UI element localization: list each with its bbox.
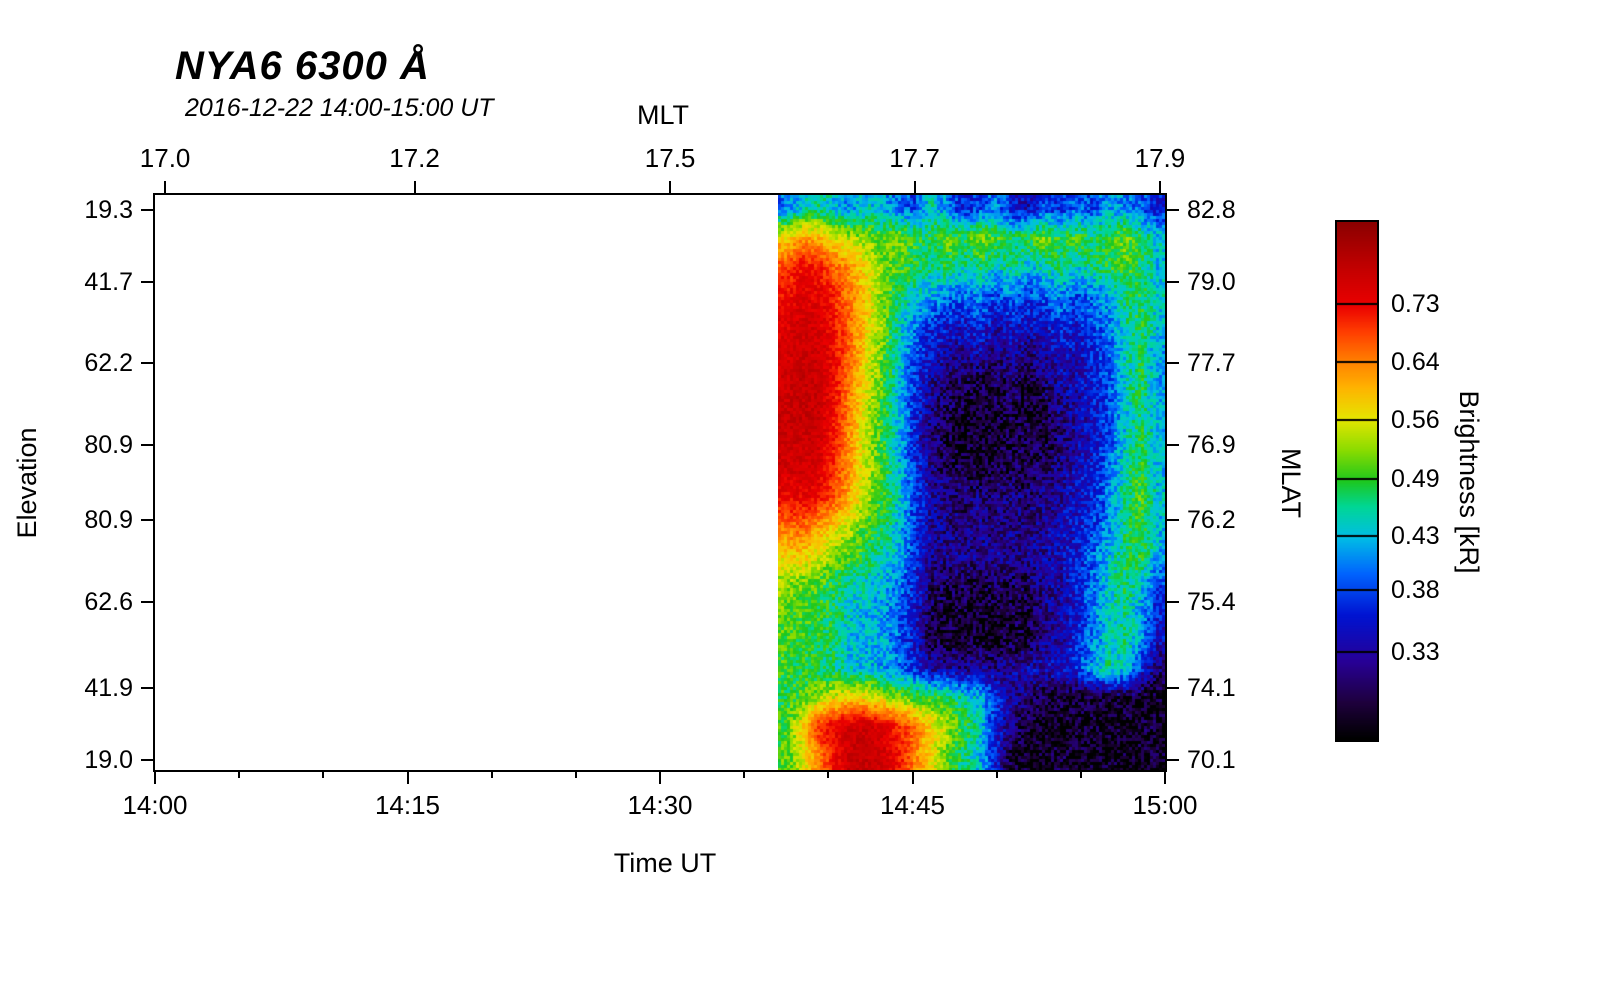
top-tick <box>1158 181 1161 193</box>
right-tick-label: 77.7 <box>1187 348 1236 377</box>
left-tick <box>141 444 153 447</box>
colorbar-tick-label: 0.33 <box>1391 638 1440 667</box>
left-tick-label: 41.9 <box>84 673 133 702</box>
colorbar <box>1335 220 1379 742</box>
left-tick-label: 62.6 <box>84 588 133 617</box>
left-tick <box>141 280 153 283</box>
left-tick <box>141 518 153 521</box>
right-tick-label: 82.8 <box>1187 195 1236 224</box>
bottom-tick-label: 14:45 <box>879 790 946 820</box>
bottom-minor-tick <box>490 772 493 778</box>
top-tick <box>669 181 672 193</box>
colorbar-tick-label: 0.56 <box>1391 406 1440 435</box>
right-tick <box>1167 444 1179 447</box>
left-axis-title: Elevation <box>12 427 42 539</box>
left-tick-label: 19.3 <box>84 195 133 224</box>
right-tick-label: 79.0 <box>1187 267 1236 296</box>
right-tick <box>1167 280 1179 283</box>
right-tick-label: 76.9 <box>1187 431 1236 460</box>
right-tick <box>1167 518 1179 521</box>
left-tick-label: 41.7 <box>84 267 133 296</box>
bottom-minor-tick <box>827 772 830 778</box>
colorbar-tick-label: 0.73 <box>1391 289 1440 318</box>
bottom-tick <box>406 772 409 784</box>
right-tick <box>1167 208 1179 211</box>
bottom-tick-label: 14:15 <box>374 790 441 820</box>
left-tick <box>141 686 153 689</box>
heatmap-canvas <box>778 195 1165 770</box>
left-tick-label: 80.9 <box>84 505 133 534</box>
colorbar-title: Brightness [kR] <box>1454 390 1484 574</box>
right-tick <box>1167 759 1179 762</box>
colorbar-canvas <box>1337 222 1377 740</box>
colorbar-tick-label: 0.38 <box>1391 576 1440 605</box>
top-tick <box>913 181 916 193</box>
right-tick-label: 76.2 <box>1187 505 1236 534</box>
colorbar-tick-label: 0.64 <box>1391 347 1440 376</box>
top-tick <box>164 181 167 193</box>
right-tick <box>1167 686 1179 689</box>
top-tick <box>413 181 416 193</box>
left-tick-label: 62.2 <box>84 348 133 377</box>
bottom-minor-tick <box>238 772 241 778</box>
top-axis-title: MLT <box>637 100 689 130</box>
bottom-minor-tick <box>322 772 325 778</box>
top-tick-label: 17.5 <box>644 143 696 173</box>
right-tick <box>1167 601 1179 604</box>
left-tick-label: 80.9 <box>84 431 133 460</box>
right-tick-label: 74.1 <box>1187 673 1236 702</box>
top-tick-label: 17.2 <box>389 143 440 173</box>
bottom-tick <box>659 772 661 784</box>
bottom-tick <box>1164 772 1166 784</box>
bottom-tick-label: 14:30 <box>627 790 693 820</box>
right-tick <box>1167 361 1179 364</box>
right-axis-title: MLAT <box>1276 447 1306 518</box>
bottom-minor-tick <box>1079 772 1082 778</box>
plot-subtitle: 2016-12-22 14:00-15:00 UT <box>185 94 494 122</box>
bottom-axis-title: Time UT <box>613 848 717 878</box>
left-tick-label: 19.0 <box>84 746 133 775</box>
bottom-minor-tick <box>995 772 998 778</box>
top-tick-label: 17.9 <box>1134 143 1186 173</box>
colorbar-tick-label: 0.49 <box>1391 464 1440 493</box>
left-tick <box>141 361 153 364</box>
left-tick <box>141 759 153 762</box>
left-tick <box>141 601 153 604</box>
colorbar-tick-label: 0.43 <box>1391 521 1440 550</box>
bottom-tick-label: 15:00 <box>1132 790 1198 820</box>
bottom-tick <box>154 772 156 784</box>
left-tick <box>141 208 153 211</box>
right-tick-label: 70.1 <box>1187 746 1236 775</box>
plot-area <box>153 193 1167 772</box>
top-tick-label: 17.0 <box>139 143 191 173</box>
bottom-minor-tick <box>743 772 746 778</box>
bottom-tick <box>911 772 914 784</box>
bottom-tick-label: 14:00 <box>122 790 188 820</box>
plot-title: NYA6 6300 Å <box>175 44 430 88</box>
top-tick-label: 17.7 <box>889 143 940 173</box>
right-tick-label: 75.4 <box>1187 588 1236 617</box>
bottom-minor-tick <box>574 772 577 778</box>
